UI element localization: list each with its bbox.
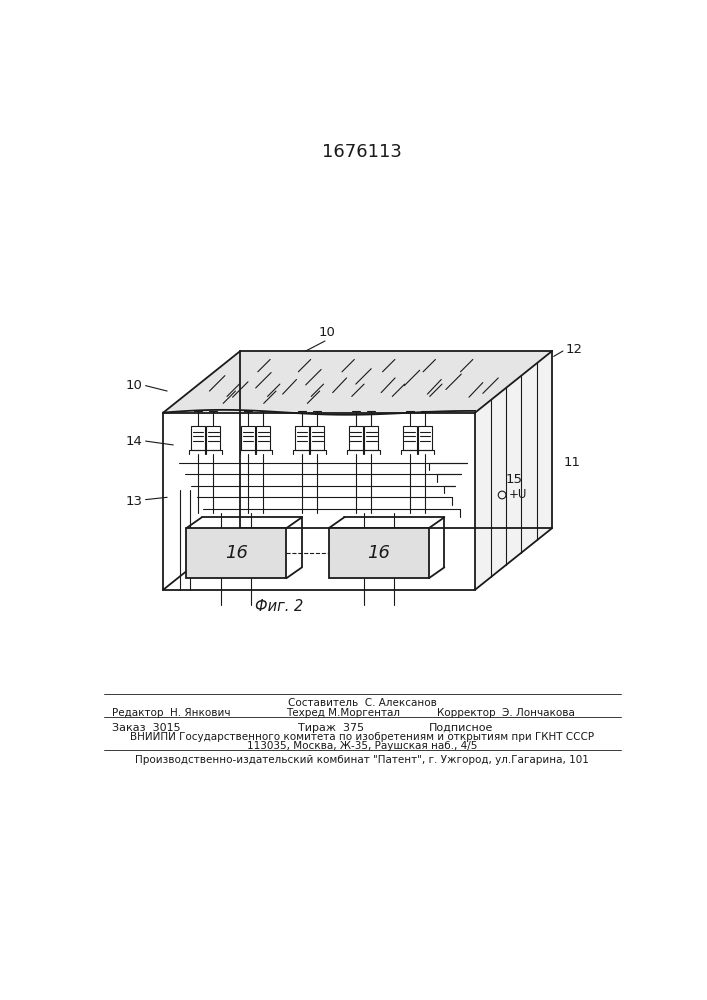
Bar (403, 426, 416, 450)
Bar (418, 426, 432, 450)
Bar (191, 426, 205, 450)
Text: 16: 16 (225, 544, 248, 562)
Text: ВНИИПИ Государственного комитета по изобретениям и открытиям при ГКНТ СССР: ВНИИПИ Государственного комитета по изоб… (130, 732, 594, 742)
Polygon shape (163, 413, 475, 590)
Bar (329, 528, 429, 578)
Bar (295, 426, 309, 450)
Text: 14: 14 (126, 435, 143, 448)
Bar (349, 426, 363, 450)
Polygon shape (163, 351, 552, 413)
Text: 1676113: 1676113 (322, 143, 402, 161)
Bar (241, 426, 255, 450)
Bar (310, 426, 325, 450)
Text: +U: +U (508, 488, 527, 501)
Text: Тираж  375: Тираж 375 (298, 723, 364, 733)
Text: 113035, Москва, Ж-35, Раушская наб., 4/5: 113035, Москва, Ж-35, Раушская наб., 4/5 (247, 741, 477, 751)
Text: 10: 10 (319, 326, 336, 339)
Text: 11: 11 (563, 456, 580, 469)
Bar (364, 426, 378, 450)
Polygon shape (475, 351, 552, 590)
Text: Составитель  С. Алексанов: Составитель С. Алексанов (288, 698, 436, 708)
Text: 13: 13 (126, 495, 143, 508)
Bar (187, 528, 286, 578)
Text: Подписное: Подписное (429, 723, 493, 733)
Text: 16: 16 (368, 544, 390, 562)
Text: Фиг. 2: Фиг. 2 (255, 599, 303, 614)
Text: 12: 12 (565, 343, 583, 356)
Text: Заказ  3015: Заказ 3015 (112, 723, 180, 733)
Text: Производственно-издательский комбинат "Патент", г. Ужгород, ул.Гагарина, 101: Производственно-издательский комбинат "П… (135, 755, 589, 765)
Text: 10: 10 (126, 379, 143, 392)
Bar (257, 426, 270, 450)
Text: Редактор  Н. Янкович: Редактор Н. Янкович (112, 708, 230, 718)
Bar (206, 426, 221, 450)
Text: Техред М.Моргентал: Техред М.Моргентал (286, 708, 400, 718)
Text: Корректор  Э. Лончакова: Корректор Э. Лончакова (437, 708, 575, 718)
Text: 15: 15 (506, 473, 523, 486)
